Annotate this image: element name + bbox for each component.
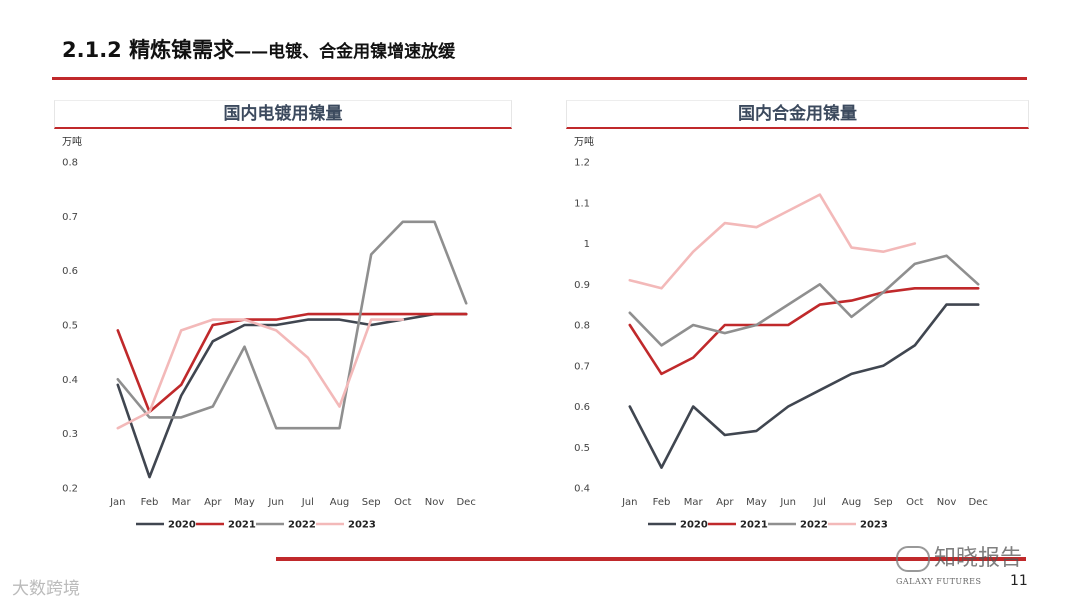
series-line-2021 xyxy=(116,312,468,414)
series-line-2022 xyxy=(116,220,468,430)
left-chart-unit: 万吨 xyxy=(62,137,82,148)
x-tick-label: Sep xyxy=(362,497,381,508)
x-tick-label: Jun xyxy=(267,497,284,508)
alloy-nickel-chart: 0.4 0.5 0.6 0.7 0.8 0.9 1 1.1 1.2 Jan Feb Mar Apr May… xyxy=(574,158,988,531)
x-tick-label: Jul xyxy=(813,497,826,508)
x-tick-label: Nov xyxy=(937,497,957,508)
x-tick-label: Mar xyxy=(684,497,704,508)
y-tick-label: 0.8 xyxy=(62,158,78,169)
x-tick-label: Sep xyxy=(874,497,893,508)
series-line-2023 xyxy=(628,193,917,290)
wechat-icon xyxy=(896,546,930,572)
x-tick-label: Feb xyxy=(653,497,671,508)
legend-label-2020: 2020 xyxy=(680,520,708,531)
page-title: 2.1.2 精炼镍需求——电镀、合金用镍增速放缓 xyxy=(62,34,455,64)
right-chart-title: 国内合金用镍量 xyxy=(566,100,1029,129)
page-title-sub: ——电镀、合金用镍增速放缓 xyxy=(234,42,456,62)
y-tick-label: 0.2 xyxy=(62,484,78,495)
x-tick-label: Aug xyxy=(842,497,862,508)
y-tick-label: 1 xyxy=(584,239,590,250)
series-line-2022 xyxy=(628,254,980,347)
page-number: 11 xyxy=(1010,573,1028,589)
x-tick-label: Jul xyxy=(301,497,314,508)
x-tick-label: May xyxy=(234,497,255,508)
y-tick-label: 0.6 xyxy=(574,402,590,413)
y-tick-label: 1.1 xyxy=(574,198,590,209)
y-tick-label: 0.5 xyxy=(574,443,590,454)
x-tick-label: Apr xyxy=(204,497,222,508)
series-line-2021 xyxy=(628,287,980,376)
legend-label-2023: 2023 xyxy=(860,520,888,531)
y-tick-label: 0.5 xyxy=(62,321,78,332)
y-tick-label: 0.4 xyxy=(574,484,590,495)
y-tick-label: 0.3 xyxy=(62,429,78,440)
series-line-2020 xyxy=(628,303,980,469)
watermark-right: 知晓报告 xyxy=(896,540,1022,572)
x-tick-label: Jan xyxy=(109,497,125,508)
electroplating-nickel-chart: 0.2 0.3 0.4 0.5 0.6 0.7 0.8 Jan Feb Mar Apr May Jun J… xyxy=(62,158,476,531)
title-divider xyxy=(52,77,1027,80)
x-tick-label: Aug xyxy=(330,497,350,508)
right-chart-unit: 万吨 xyxy=(574,137,594,148)
x-tick-label: Jan xyxy=(621,497,637,508)
x-tick-label: Dec xyxy=(456,497,475,508)
y-tick-label: 0.8 xyxy=(574,321,590,332)
legend-label-2023: 2023 xyxy=(348,520,376,531)
x-tick-label: Oct xyxy=(394,497,411,508)
x-tick-label: Apr xyxy=(716,497,734,508)
left-chart-title: 国内电镀用镍量 xyxy=(54,100,512,129)
y-tick-label: 0.9 xyxy=(574,280,590,291)
series-line-2020 xyxy=(116,312,468,479)
y-tick-label: 0.4 xyxy=(62,375,78,386)
legend-label-2021: 2021 xyxy=(740,520,768,531)
series-line-2023 xyxy=(116,318,405,430)
watermark-left: 大数跨境 xyxy=(12,579,80,599)
x-tick-label: Feb xyxy=(141,497,159,508)
x-tick-label: Mar xyxy=(172,497,192,508)
x-tick-label: May xyxy=(746,497,767,508)
legend-label-2022: 2022 xyxy=(800,520,828,531)
legend-label-2021: 2021 xyxy=(228,520,256,531)
company-name: GALAXY FUTURES xyxy=(896,577,982,586)
x-tick-label: Dec xyxy=(968,497,987,508)
page-title-main: 2.1.2 精炼镍需求 xyxy=(62,38,235,62)
x-tick-label: Jun xyxy=(779,497,796,508)
y-tick-label: 0.7 xyxy=(574,361,590,372)
x-tick-label: Nov xyxy=(425,497,445,508)
y-tick-label: 0.6 xyxy=(62,266,78,277)
y-tick-label: 1.2 xyxy=(574,158,590,169)
x-tick-label: Oct xyxy=(906,497,923,508)
y-tick-label: 0.7 xyxy=(62,212,78,223)
legend-label-2020: 2020 xyxy=(168,520,196,531)
watermark-right-text: 知晓报告 xyxy=(934,546,1023,571)
footer-divider xyxy=(276,557,1026,561)
legend-label-2022: 2022 xyxy=(288,520,316,531)
